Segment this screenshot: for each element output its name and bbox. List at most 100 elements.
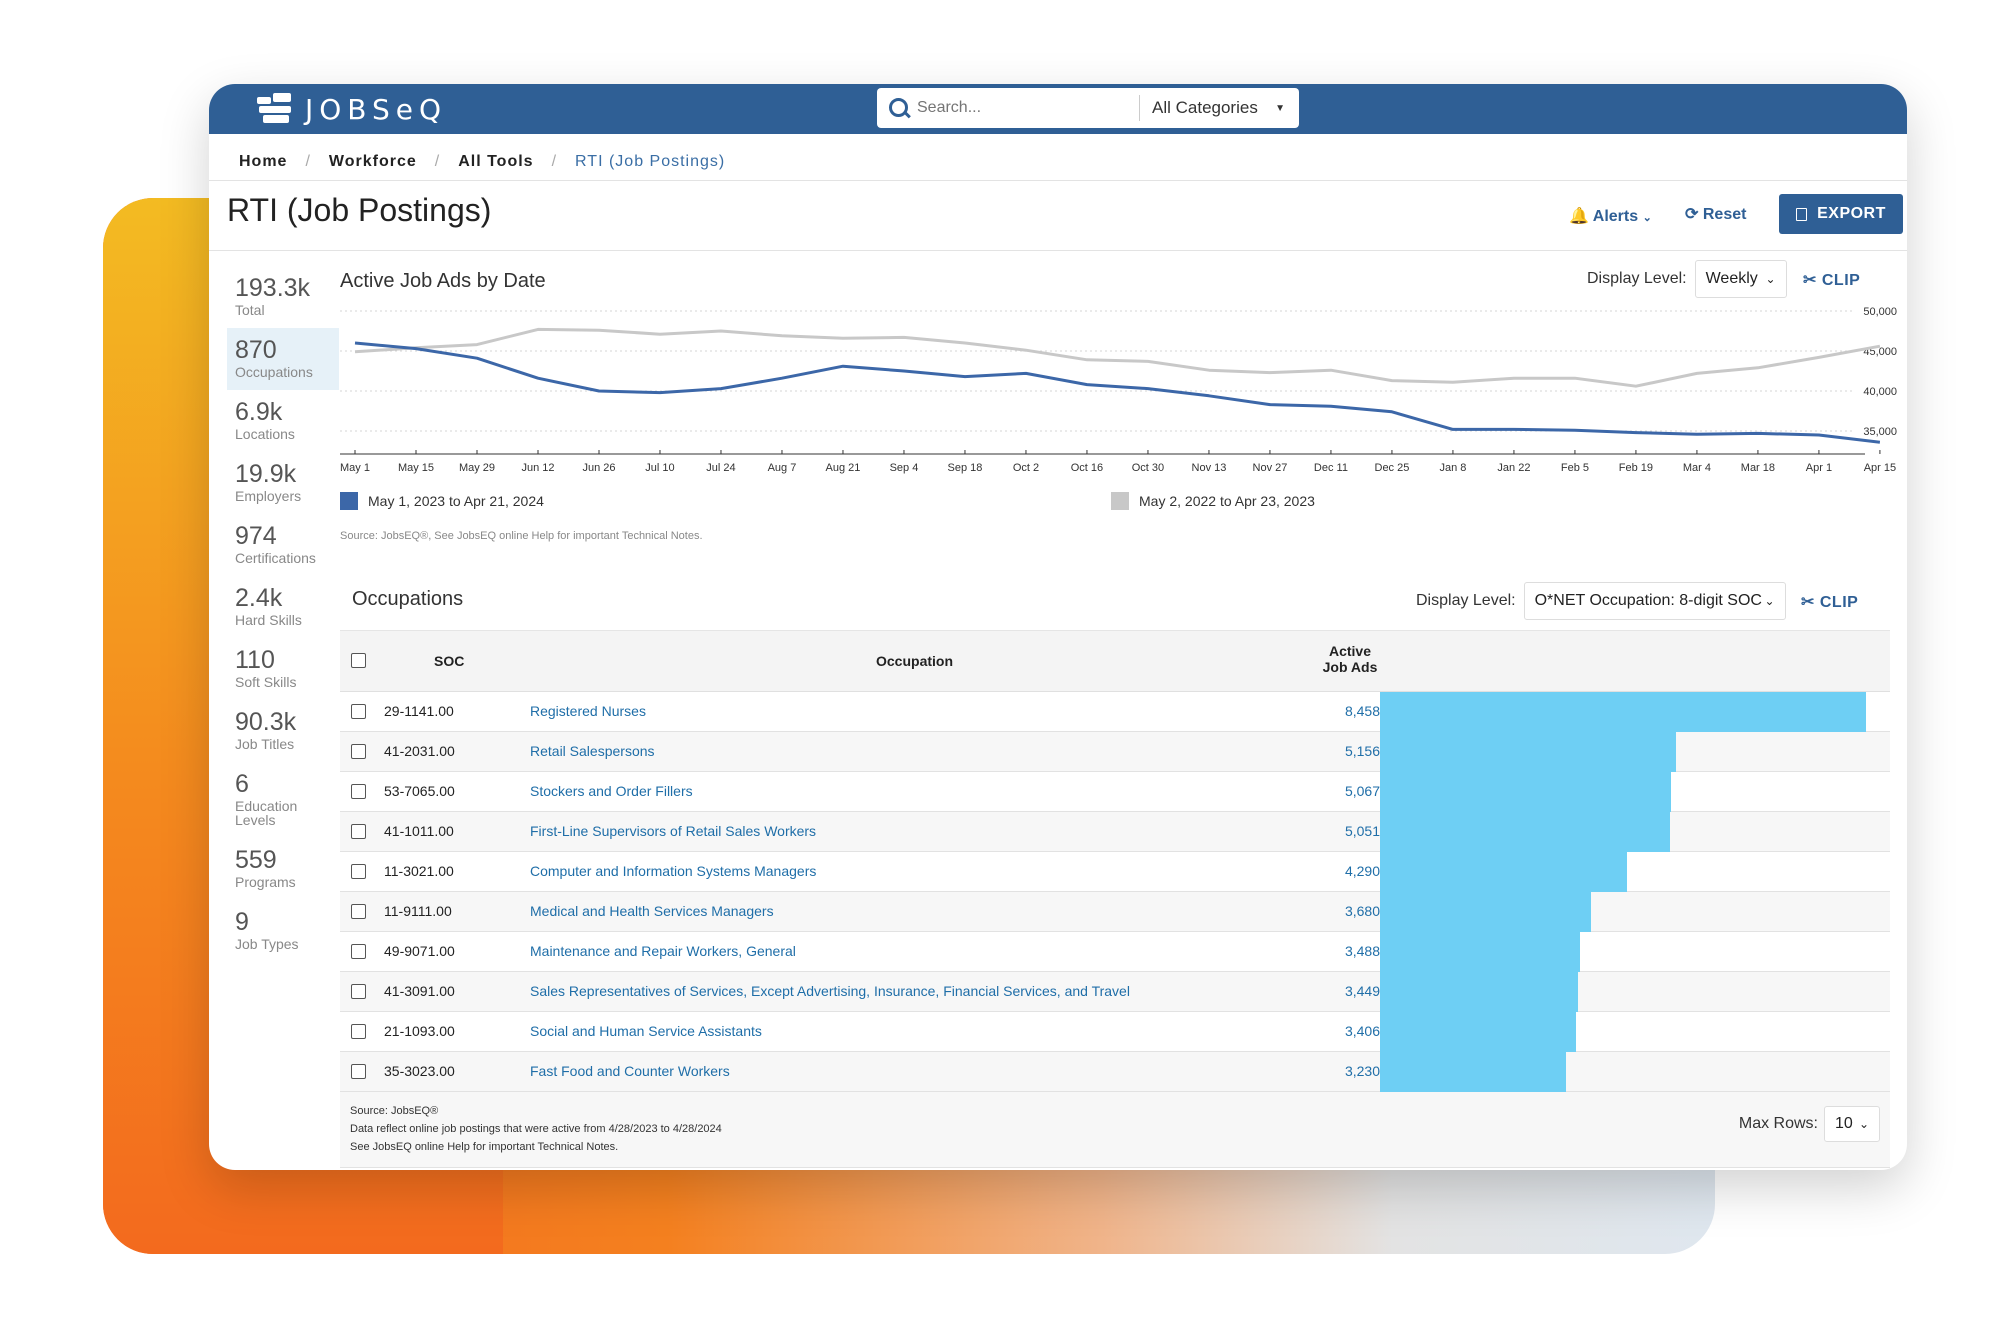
occupation-link[interactable]: Medical and Health Services Managers [530,903,774,919]
soc-header[interactable]: SOC [434,653,465,669]
x-tick-label: Nov 27 [1253,462,1288,474]
ads-bar [1380,772,1671,812]
row-checkbox[interactable] [351,904,366,919]
stat-value: 193.3k [235,274,311,302]
stat-item[interactable]: 6.9k Locations [227,390,339,452]
active-ads-value[interactable]: 3,488 [1344,943,1380,959]
stat-label: Job Types [235,936,299,952]
occupation-link[interactable]: Fast Food and Counter Workers [530,1063,730,1079]
stat-label: Employers [235,488,302,504]
stat-item[interactable]: 193.3k Total [227,266,339,328]
row-checkbox[interactable] [351,744,366,759]
active-ads-value[interactable]: 4,290 [1344,863,1380,879]
breadcrumb-current: RTI (Job Postings) [575,153,726,170]
divider [209,180,1907,181]
active-ads-value[interactable]: 3,230 [1344,1063,1380,1079]
stat-item[interactable]: 974 Certifications [227,514,339,576]
x-tick-label: May 1 [340,462,370,474]
stat-label: Total [235,302,265,318]
x-tick-label: May 15 [398,462,434,474]
row-checkbox[interactable] [351,1024,366,1039]
soc-code: 29-1141.00 [384,703,454,719]
stat-item[interactable]: 870 Occupations [227,328,339,390]
breadcrumb-workforce[interactable]: Workforce [328,153,417,170]
series-line-current[interactable] [354,341,1881,444]
x-tick-label: Oct 2 [1013,462,1039,474]
row-checkbox[interactable] [351,944,366,959]
stat-item[interactable]: 9 Job Types [227,900,339,962]
stat-value: 90.3k [235,708,297,736]
chevron-down-icon: ⌄ [1765,272,1776,286]
occupation-link[interactable]: Registered Nurses [530,703,646,719]
export-button[interactable]: EXPORT [1779,194,1903,234]
occupation-link[interactable]: First-Line Supervisors of Retail Sales W… [530,823,817,839]
reset-button[interactable]: ⟳ Reset [1685,204,1746,224]
active-ads-header-line2: Job Ads [1322,659,1378,675]
scissors-icon: ✂ [1801,594,1815,611]
stat-value: 19.9k [235,460,297,488]
soc-code: 11-3021.00 [384,863,454,879]
legend-label-previous: May 2, 2022 to Apr 23, 2023 [1139,493,1315,509]
occupation-link[interactable]: Retail Salespersons [530,743,655,759]
row-checkbox[interactable] [351,864,366,879]
active-ads-value[interactable]: 5,067 [1344,783,1380,799]
stat-item[interactable]: 559 Programs [227,838,339,900]
active-ads-value[interactable]: 3,406 [1344,1023,1380,1039]
active-ads-header[interactable]: Active Job Ads [1310,643,1390,675]
search-input[interactable] [917,99,1127,117]
legend-item-previous[interactable]: May 2, 2022 to Apr 23, 2023 [1111,492,1315,510]
search-divider [1139,95,1140,121]
occupation-level-select[interactable]: O*NET Occupation: 8-digit SOC ⌄ [1523,582,1786,620]
alerts-button[interactable]: 🔔 Alerts ⌄ [1569,206,1652,226]
occupation-link[interactable]: Maintenance and Repair Workers, General [530,943,796,959]
row-checkbox[interactable] [351,784,366,799]
occupations-clip-button[interactable]: ✂ CLIP [1801,592,1858,612]
max-rows-select[interactable]: 10 ⌄ [1824,1106,1880,1142]
occupation-header[interactable]: Occupation [876,653,954,669]
breadcrumb-home[interactable]: Home [239,153,288,170]
max-rows-label: Max Rows: [1738,1115,1818,1132]
active-ads-value[interactable]: 3,680 [1344,903,1380,919]
search-bar: All Categories ▼ [877,88,1299,128]
chevron-down-icon[interactable]: ▼ [1275,102,1285,114]
series-line-previous[interactable] [354,327,1881,388]
occupation-link[interactable]: Stockers and Order Fillers [530,783,693,799]
occupation-link[interactable]: Computer and Information Systems Manager… [530,863,817,879]
category-select[interactable]: All Categories [1152,98,1258,117]
x-tick-label: Feb 19 [1619,462,1653,474]
table-note: Source: JobsEQ® [350,1105,439,1117]
stat-item[interactable]: 19.9k Employers [227,452,339,514]
soc-code: 49-9071.00 [384,943,455,959]
stat-item[interactable]: 2.4k Hard Skills [227,576,339,638]
display-level-select[interactable]: Weekly ⌄ [1694,260,1787,298]
x-tick-label: Sep 18 [948,462,983,474]
x-tick-label: Dec 25 [1375,462,1410,474]
active-ads-value[interactable]: 3,449 [1344,983,1380,999]
row-checkbox[interactable] [351,704,366,719]
select-all-checkbox[interactable] [351,653,366,668]
ads-bar [1380,932,1580,972]
soc-code: 53-7065.00 [384,783,455,799]
table-row: 41-2031.00 Retail Salespersons 5,156 [340,732,1890,772]
stat-item[interactable]: 90.3k Job Titles [227,700,339,762]
table-note: See JobsEQ online Help for important Tec… [350,1141,619,1153]
chart-clip-button[interactable]: ✂ CLIP [1803,270,1860,290]
occupation-link[interactable]: Sales Representatives of Services, Excep… [530,983,1130,999]
breadcrumb-all-tools[interactable]: All Tools [458,153,534,170]
stat-value: 2.4k [235,584,283,612]
stat-item[interactable]: 6 Education Levels [227,762,339,838]
row-checkbox[interactable] [351,824,366,839]
active-ads-value[interactable]: 5,051 [1344,823,1380,839]
search-icon[interactable] [877,88,917,128]
logo[interactable]: JOBSeQ [257,92,447,126]
table-body: 29-1141.00 Registered Nurses 8,458 41-2031.… [340,692,1890,1092]
chevron-down-icon: ⌄ [1764,594,1775,608]
occupation-link[interactable]: Social and Human Service Assistants [530,1023,762,1039]
stat-value: 870 [235,336,277,364]
row-checkbox[interactable] [351,984,366,999]
active-ads-value[interactable]: 8,458 [1344,703,1380,719]
active-ads-value[interactable]: 5,156 [1344,743,1380,759]
row-checkbox[interactable] [351,1064,366,1079]
legend-item-current[interactable]: May 1, 2023 to Apr 21, 2024 [340,492,544,510]
stat-item[interactable]: 110 Soft Skills [227,638,339,700]
